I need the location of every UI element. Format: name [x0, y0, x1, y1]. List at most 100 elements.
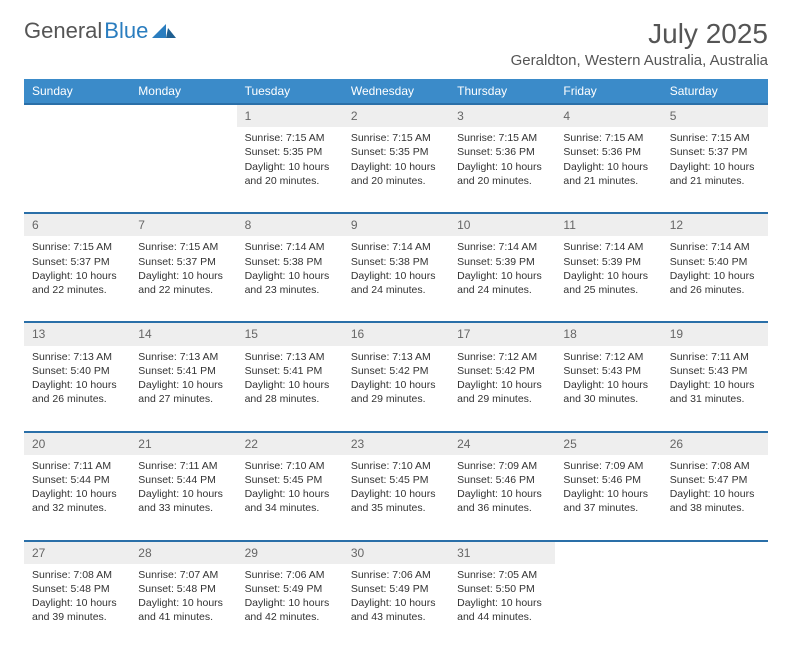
sunset-text: Sunset: 5:40 PM: [670, 255, 760, 269]
d1-text: Daylight: 10 hours: [563, 378, 653, 392]
logo-icon: [152, 18, 176, 44]
sunset-text: Sunset: 5:39 PM: [563, 255, 653, 269]
day-content-row: Sunrise: 7:08 AMSunset: 5:48 PMDaylight:…: [24, 564, 768, 650]
d1-text: Daylight: 10 hours: [245, 269, 335, 283]
d2-text: and 34 minutes.: [245, 501, 335, 515]
d1-text: Daylight: 10 hours: [245, 487, 335, 501]
sunrise-text: Sunrise: 7:15 AM: [351, 131, 441, 145]
d2-text: and 26 minutes.: [670, 283, 760, 297]
sunset-text: Sunset: 5:49 PM: [351, 582, 441, 596]
day-cell: Sunrise: 7:12 AMSunset: 5:42 PMDaylight:…: [449, 346, 555, 432]
d1-text: Daylight: 10 hours: [457, 378, 547, 392]
sunrise-text: Sunrise: 7:14 AM: [563, 240, 653, 254]
sunset-text: Sunset: 5:48 PM: [32, 582, 122, 596]
sunrise-text: Sunrise: 7:11 AM: [138, 459, 228, 473]
d2-text: and 39 minutes.: [32, 610, 122, 624]
day-cell: Sunrise: 7:07 AMSunset: 5:48 PMDaylight:…: [130, 564, 236, 650]
sunset-text: Sunset: 5:39 PM: [457, 255, 547, 269]
sunset-text: Sunset: 5:35 PM: [245, 145, 335, 159]
d1-text: Daylight: 10 hours: [32, 378, 122, 392]
sunrise-text: Sunrise: 7:15 AM: [457, 131, 547, 145]
d2-text: and 43 minutes.: [351, 610, 441, 624]
day-cell: Sunrise: 7:14 AMSunset: 5:38 PMDaylight:…: [343, 236, 449, 322]
day-cell: Sunrise: 7:09 AMSunset: 5:46 PMDaylight:…: [449, 455, 555, 541]
d1-text: Daylight: 10 hours: [32, 269, 122, 283]
sunrise-text: Sunrise: 7:08 AM: [670, 459, 760, 473]
d2-text: and 22 minutes.: [32, 283, 122, 297]
d2-text: and 25 minutes.: [563, 283, 653, 297]
sunset-text: Sunset: 5:43 PM: [563, 364, 653, 378]
sunset-text: Sunset: 5:36 PM: [563, 145, 653, 159]
day-content-row: Sunrise: 7:15 AM Sunset: 5:35 PM Daylight:…: [24, 127, 768, 213]
sunrise-text: Sunrise: 7:11 AM: [32, 459, 122, 473]
day-number: 15: [237, 322, 343, 345]
weekday-header: Tuesday: [237, 79, 343, 104]
d1-text: Daylight: 10 hours: [138, 487, 228, 501]
sunset-text: Sunset: 5:49 PM: [245, 582, 335, 596]
day-number: 7: [130, 213, 236, 236]
day-cell: Sunrise: 7:08 AMSunset: 5:47 PMDaylight:…: [662, 455, 768, 541]
day-cell: Sunrise: 7:11 AMSunset: 5:44 PMDaylight:…: [24, 455, 130, 541]
day-cell: Sunrise: 7:14 AMSunset: 5:40 PMDaylight:…: [662, 236, 768, 322]
d1-text: Daylight: 10 hours: [351, 160, 441, 174]
sunrise-text: Sunrise: 7:08 AM: [32, 568, 122, 582]
weekday-header: Saturday: [662, 79, 768, 104]
d2-text: and 21 minutes.: [670, 174, 760, 188]
weekday-header: Monday: [130, 79, 236, 104]
sunrise-text: Sunrise: 7:09 AM: [563, 459, 653, 473]
d2-text: and 20 minutes.: [351, 174, 441, 188]
sunset-text: Sunset: 5:44 PM: [32, 473, 122, 487]
sunrise-text: Sunrise: 7:06 AM: [245, 568, 335, 582]
d1-text: Daylight: 10 hours: [563, 160, 653, 174]
d2-text: and 24 minutes.: [457, 283, 547, 297]
sunset-text: Sunset: 5:38 PM: [245, 255, 335, 269]
day-cell: Sunrise: 7:06 AMSunset: 5:49 PMDaylight:…: [237, 564, 343, 650]
sunset-text: Sunset: 5:41 PM: [245, 364, 335, 378]
day-number: 28: [130, 541, 236, 564]
day-number: 18: [555, 322, 661, 345]
day-number-row: 20212223242526: [24, 432, 768, 455]
day-number: 19: [662, 322, 768, 345]
header: GeneralBlue July 2025 Geraldton, Western…: [24, 18, 768, 69]
day-number: 31: [449, 541, 555, 564]
day-cell: Sunrise: 7:10 AMSunset: 5:45 PMDaylight:…: [237, 455, 343, 541]
day-number: 14: [130, 322, 236, 345]
day-cell: Sunrise: 7:15 AMSunset: 5:35 PMDaylight:…: [237, 127, 343, 213]
weekday-header: Sunday: [24, 79, 130, 104]
d2-text: and 44 minutes.: [457, 610, 547, 624]
sunrise-text: Sunrise: 7:15 AM: [138, 240, 228, 254]
day-number: 25: [555, 432, 661, 455]
day-number: 8: [237, 213, 343, 236]
day-cell: Sunrise: 7:11 AMSunset: 5:43 PMDaylight:…: [662, 346, 768, 432]
day-number: 11: [555, 213, 661, 236]
d2-text: and 33 minutes.: [138, 501, 228, 515]
day-cell: Sunrise: 7:15 AMSunset: 5:37 PMDaylight:…: [130, 236, 236, 322]
day-number: [662, 541, 768, 564]
day-number: 17: [449, 322, 555, 345]
day-number: 22: [237, 432, 343, 455]
day-cell: Sunrise: 7:14 AMSunset: 5:39 PMDaylight:…: [449, 236, 555, 322]
day-number-row: 6789101112: [24, 213, 768, 236]
sunrise-text: Sunrise: 7:15 AM: [670, 131, 760, 145]
day-number: 26: [662, 432, 768, 455]
d1-text: Daylight: 10 hours: [245, 378, 335, 392]
day-number: 21: [130, 432, 236, 455]
sunrise-text: Sunrise: 7:15 AM: [563, 131, 653, 145]
day-cell: Sunrise: 7:15 AMSunset: 5:37 PMDaylight:…: [24, 236, 130, 322]
day-number: 10: [449, 213, 555, 236]
d1-text: Daylight: 10 hours: [351, 269, 441, 283]
sunset-text: Sunset: 5:38 PM: [351, 255, 441, 269]
day-number: 5: [662, 104, 768, 127]
d1-text: Daylight: 10 hours: [457, 269, 547, 283]
sunrise-text: Sunrise: 7:05 AM: [457, 568, 547, 582]
sunset-text: Sunset: 5:41 PM: [138, 364, 228, 378]
day-number: 12: [662, 213, 768, 236]
sunrise-text: Sunrise: 7:13 AM: [351, 350, 441, 364]
d1-text: Daylight: 10 hours: [351, 378, 441, 392]
sunset-text: Sunset: 5:44 PM: [138, 473, 228, 487]
day-cell: Sunrise: 7:13 AMSunset: 5:41 PMDaylight:…: [237, 346, 343, 432]
day-number: 29: [237, 541, 343, 564]
sunrise-text: Sunrise: 7:06 AM: [351, 568, 441, 582]
sunrise-text: Sunrise: 7:12 AM: [457, 350, 547, 364]
d2-text: and 42 minutes.: [245, 610, 335, 624]
